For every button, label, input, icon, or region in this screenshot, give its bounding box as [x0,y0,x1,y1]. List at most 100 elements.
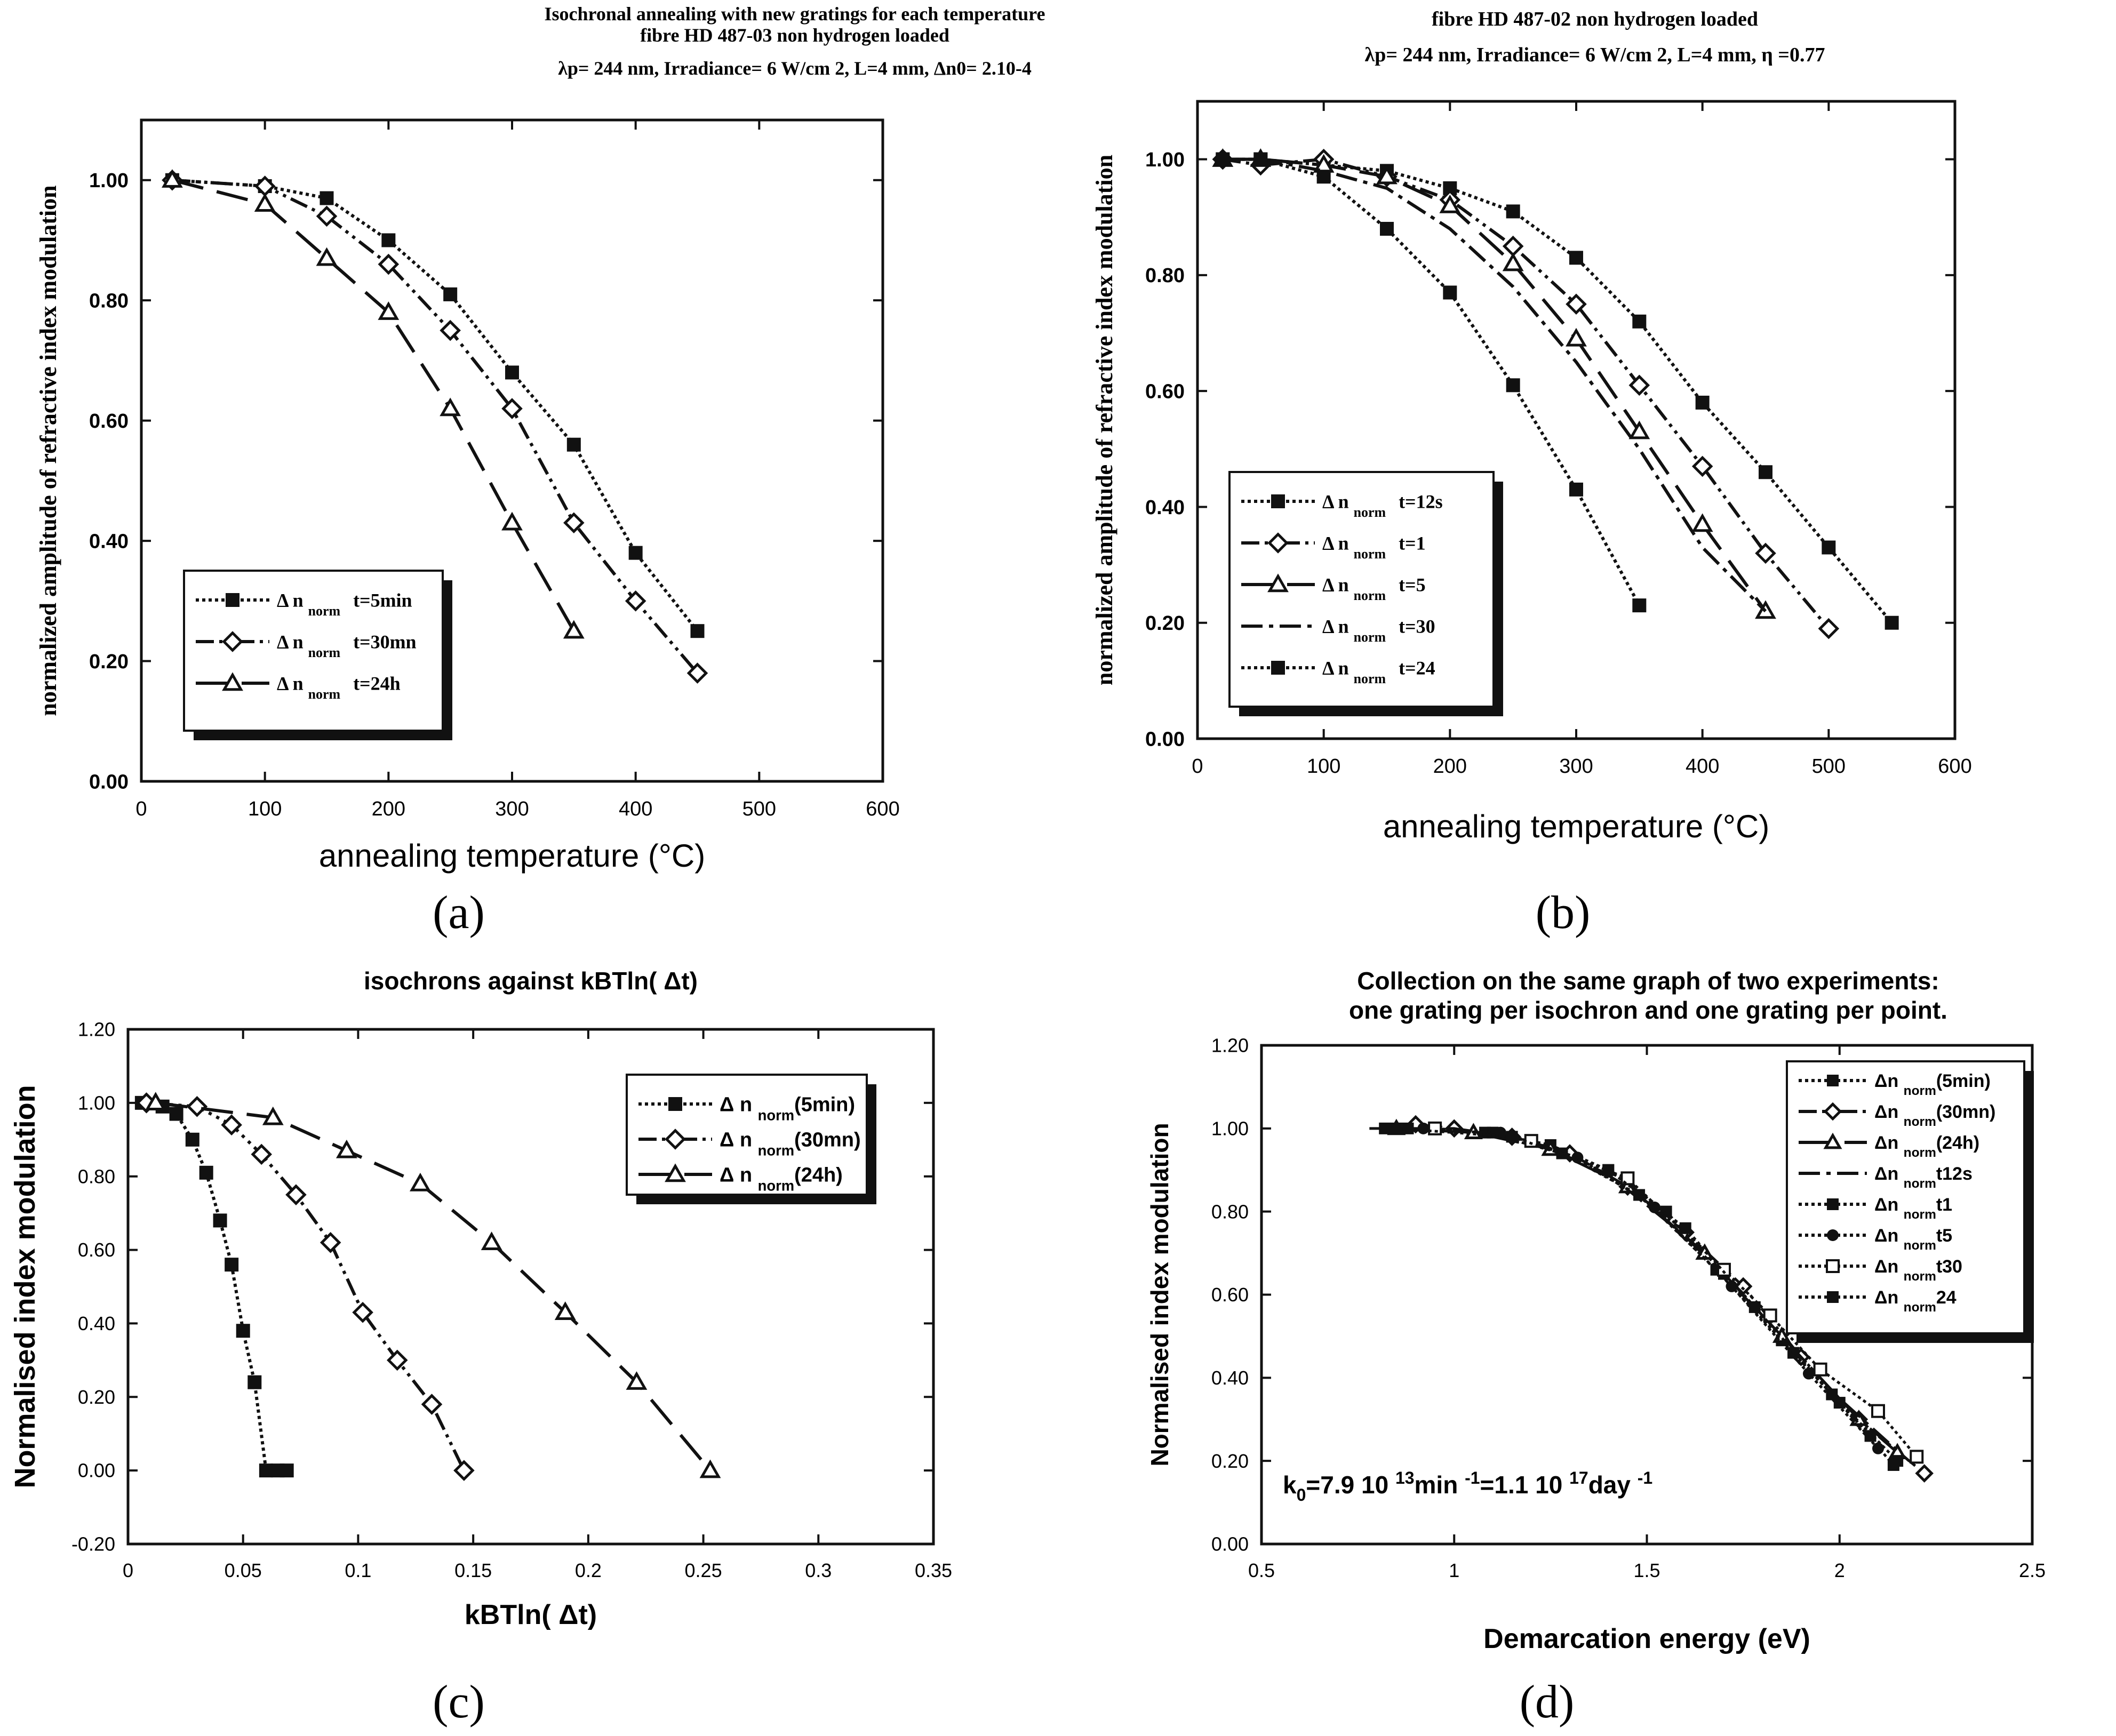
legend-marker [1823,1102,1842,1121]
data-point [1763,1308,1777,1323]
y-tick-label: 0.00 [89,771,129,793]
data-point [505,365,519,380]
data-point [381,233,396,247]
y-axis-label: Normalised index modulation [1146,1123,1173,1466]
annotation-part: day [1588,1471,1638,1499]
legend-label-tail: (5min) [1936,1071,1991,1091]
series-6 [1417,1122,1884,1454]
legend-label-main: Δ n [1322,533,1354,554]
panel-label: (b) [1536,887,1591,939]
y-tick-label: 0.40 [78,1313,115,1334]
data-point [1691,513,1713,532]
legend-label-main: Δ n [1322,616,1354,637]
legend-label-main: Δ n [277,631,308,653]
data-point [1524,1134,1538,1148]
legend-label-sub: norm [1354,629,1386,645]
y-tick-label: 0.80 [78,1165,115,1187]
legend-label-sub: norm [308,603,341,619]
series-3 [162,169,585,639]
legend-label: Δ n norm t=24h [277,673,401,702]
x-tick-label: 300 [495,798,529,820]
legend-label-tail: t=24 [1399,658,1435,679]
y-tick-label: 1.20 [78,1019,115,1041]
data-point [1506,378,1520,393]
data-point [1566,293,1587,315]
data-point [1316,170,1331,184]
legend-entry: Δn norm(30mn) [1799,1102,1995,1129]
data-point [262,1106,284,1125]
data-point [1494,1126,1506,1139]
series-line [1434,1127,1918,1458]
legend-label-main: Δn [1874,1257,1904,1277]
legend-label-tail: (30mn) [794,1129,861,1151]
y-tick-label: 1.00 [89,170,129,192]
data-point [440,319,461,341]
data-point [378,253,400,275]
data-point [1826,1388,1838,1401]
data-point [421,1394,443,1415]
series-4 [1223,157,1767,613]
data-point [1679,1222,1691,1234]
y-tick-label: 1.00 [1145,149,1185,171]
data-point [352,1301,373,1323]
y-tick-label: 0.60 [89,410,129,433]
data-point [1566,327,1587,347]
legend-label: Δn normt1 [1874,1195,1952,1222]
x-tick-label: 0.2 [575,1559,602,1581]
legend-marker [222,672,243,691]
legend-label-tail: (24h) [1936,1133,1979,1153]
x-tick-label: 100 [248,798,282,820]
data-point [251,1143,273,1165]
chart-title-line: λp= 244 nm, Irradiance= 6 W/cm 2, L=4 mm… [1365,44,1825,66]
x-tick-label: 600 [866,798,899,820]
legend-entry: Δ n norm t=12s [1241,491,1443,520]
data-point [185,1132,199,1147]
data-point [1569,251,1583,265]
y-tick-label: 1.00 [1211,1117,1249,1139]
legend-label: Δn norm(30mn) [1874,1102,1995,1129]
x-tick-label: 0.1 [345,1559,371,1581]
data-point [236,1324,250,1338]
data-point [1417,1122,1430,1134]
legend-label-main: Δ n [720,1093,758,1116]
legend-entry: Δ n norm t=24h [196,672,401,702]
data-point [1872,1442,1884,1454]
legend-label-main: Δ n [277,590,308,611]
data-point [563,620,585,639]
y-axis-label: Normalised index modulation [9,1085,41,1488]
annotation-part: min [1415,1471,1465,1499]
y-tick-label: -0.20 [71,1533,115,1555]
annotation-part: =7.9 10 [1306,1471,1395,1499]
data-point [213,1213,227,1228]
series-3 [145,1092,721,1478]
x-tick-label: 0.05 [225,1559,262,1581]
legend-marker [1267,573,1289,593]
legend-label-main: Δn [1874,1226,1904,1246]
legend-label-main: Δ n [277,673,308,694]
legend-entry: Δ n norm t=5 [1241,573,1426,603]
annotation-part: 17 [1569,1468,1588,1487]
y-tick-label: 0.40 [1145,497,1185,519]
data-point [1802,1367,1815,1380]
data-point [699,1459,721,1478]
x-tick-label: 1 [1449,1559,1459,1581]
y-tick-label: 0.80 [1211,1201,1249,1222]
chart-title-line: Isochronal annealing with new gratings f… [545,3,1045,25]
series-line [172,178,699,633]
data-point [225,1258,239,1272]
legend-label: Δn normt30 [1874,1257,1962,1284]
x-tick-label: 500 [1812,755,1846,778]
data-point [1443,285,1457,300]
series-line [1223,157,1893,624]
legend-label-sub: norm [1354,505,1386,520]
plot-frame [126,1028,935,1546]
data-point [501,398,523,419]
legend-label-tail: t12s [1936,1164,1973,1184]
x-axis-label: Demarcation energy (eV) [1483,1623,1810,1654]
annotation-part: =1.1 10 [1480,1471,1570,1499]
data-point [386,1349,408,1371]
y-tick-label: 0.60 [1145,380,1185,403]
data-point [199,1165,213,1180]
series-line [1223,157,1767,613]
data-point [254,193,276,212]
